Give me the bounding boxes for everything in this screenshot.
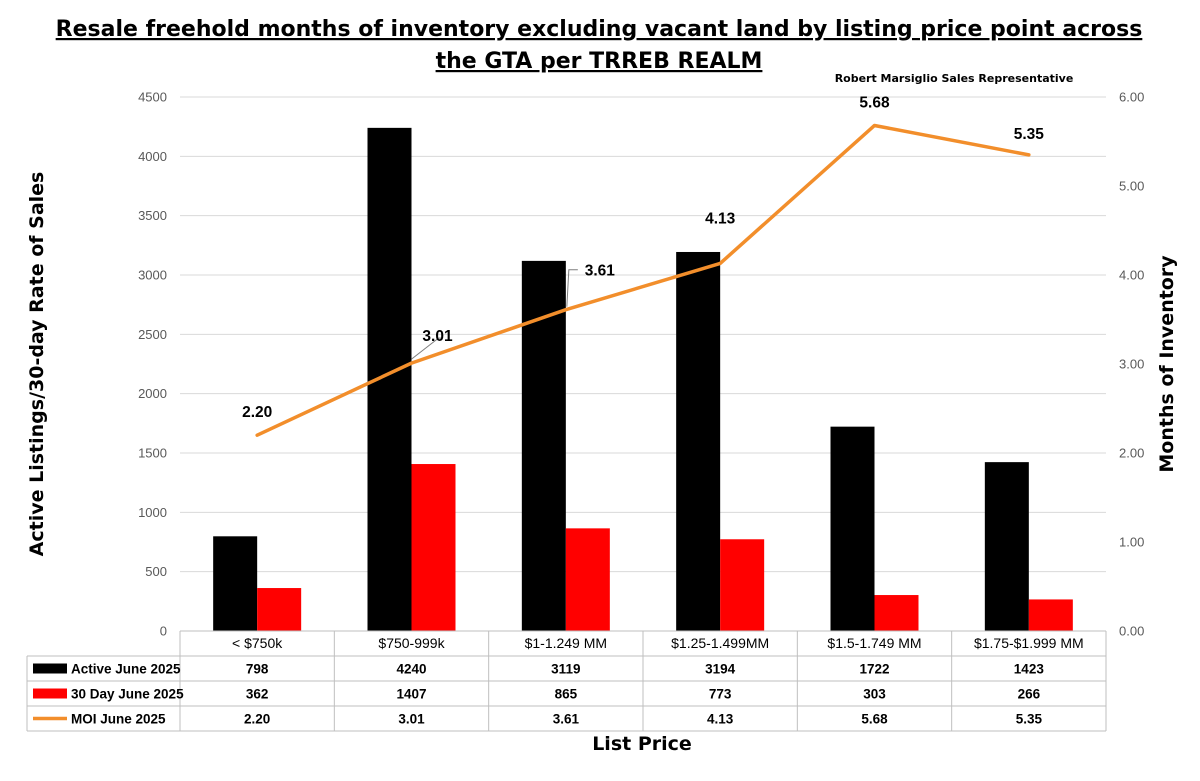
bar-30-day (874, 595, 919, 631)
left-axis-ticks: 0 500 1000 1500 2000 2500 3000 3500 4000 4500 (138, 90, 167, 639)
bar-30-day (411, 464, 456, 631)
y-tick-label: 1500 (138, 446, 167, 461)
table-cell: 2.20 (244, 712, 270, 727)
y-tick-label: 2000 (138, 386, 167, 401)
x-category-label: $1.75-$1.999 MM (974, 635, 1084, 651)
bar-active (213, 536, 258, 631)
moi-data-label: 5.35 (1014, 126, 1045, 143)
moi-data-label: 3.61 (585, 263, 616, 280)
right-axis-ticks: 0.00 1.00 2.00 3.00 4.00 5.00 6.00 (1119, 90, 1144, 639)
y-tick-label: 1000 (138, 505, 167, 520)
legend-swatch (33, 688, 67, 699)
y2-tick-label: 0.00 (1119, 624, 1144, 639)
table-cell: 5.35 (1016, 712, 1043, 727)
moi-label-leader (566, 269, 578, 307)
y2-tick-label: 2.00 (1119, 446, 1144, 461)
y2-tick-label: 4.00 (1119, 268, 1144, 283)
table-cell: 773 (709, 687, 732, 702)
x-axis-title: List Price (592, 733, 692, 755)
y-tick-label: 2500 (138, 327, 167, 342)
y-tick-label: 4500 (138, 90, 167, 105)
bar-30-day (257, 588, 302, 631)
gridlines (180, 96, 1106, 632)
table-cell: 3.01 (398, 712, 425, 727)
y-tick-label: 3000 (138, 268, 167, 283)
y-tick-label: 3500 (138, 208, 167, 223)
table-cell: 3119 (551, 662, 580, 677)
table-cell: 1407 (396, 687, 426, 702)
chart-title-line-1: Resale freehold months of inventory excl… (56, 17, 1143, 42)
y-tick-label: 0 (160, 624, 167, 639)
chart-title-line-2: the GTA per TRREB REALM (436, 49, 763, 74)
table-cell: 3.61 (553, 712, 580, 727)
bar-active (984, 462, 1029, 631)
moi-data-label: 3.01 (422, 328, 453, 345)
moi-data-label: 5.68 (859, 94, 890, 111)
table-cell: 303 (863, 687, 886, 702)
x-category-label: $750-999k (378, 635, 445, 651)
table-cell: 266 (1018, 687, 1041, 702)
y-tick-label: 500 (145, 564, 167, 579)
legend-swatch (33, 663, 67, 674)
y2-tick-label: 1.00 (1119, 535, 1144, 550)
y2-axis-title: Months of Inventory (1156, 255, 1178, 473)
table-cell: 865 (555, 687, 578, 702)
moi-label-leader (411, 337, 443, 360)
x-category-label: $1-1.249 MM (525, 635, 607, 651)
x-category-label: $1.25-1.499MM (671, 635, 769, 651)
y2-tick-label: 6.00 (1119, 90, 1144, 105)
table-cell: 1722 (859, 662, 889, 677)
table-cell: 3194 (705, 662, 736, 677)
moi-data-label: 4.13 (705, 210, 736, 227)
legend-series-name: Active June 2025 (71, 662, 181, 677)
y2-tick-label: 3.00 (1119, 357, 1144, 372)
x-category-label: < $750k (232, 635, 283, 651)
table-cell: 798 (246, 662, 269, 677)
x-category-label: $1.5-1.749 MM (827, 635, 921, 651)
bar-30-day (720, 539, 765, 631)
table-cell: 362 (246, 687, 269, 702)
legend-series-name: 30 Day June 2025 (71, 687, 184, 702)
table-cell: 4240 (396, 662, 426, 677)
line-series: 2.20 3.01 3.61 4.13 5.68 5.35 (242, 94, 1045, 437)
bar-active (830, 426, 875, 631)
bar-series (213, 127, 1073, 631)
table-cell: 4.13 (707, 712, 734, 727)
table-cell: 1423 (1014, 662, 1045, 677)
table-cell: 5.68 (861, 712, 888, 727)
y-tick-label: 4000 (138, 149, 167, 164)
chart-credit: Robert Marsiglio Sales Representative (835, 72, 1074, 85)
y2-tick-label: 5.00 (1119, 179, 1144, 194)
bar-30-day (565, 528, 610, 631)
moi-line (255, 123, 1031, 437)
bar-30-day (1028, 599, 1073, 631)
moi-data-label: 2.20 (242, 404, 272, 421)
y-axis-title: Active Listings/30-day Rate of Sales (26, 172, 48, 557)
legend-series-name: MOI June 2025 (71, 712, 166, 727)
bar-active (676, 251, 721, 631)
data-table: < $750k $750-999k $1-1.249 MM $1.25-1.499MM… (26, 630, 1107, 732)
